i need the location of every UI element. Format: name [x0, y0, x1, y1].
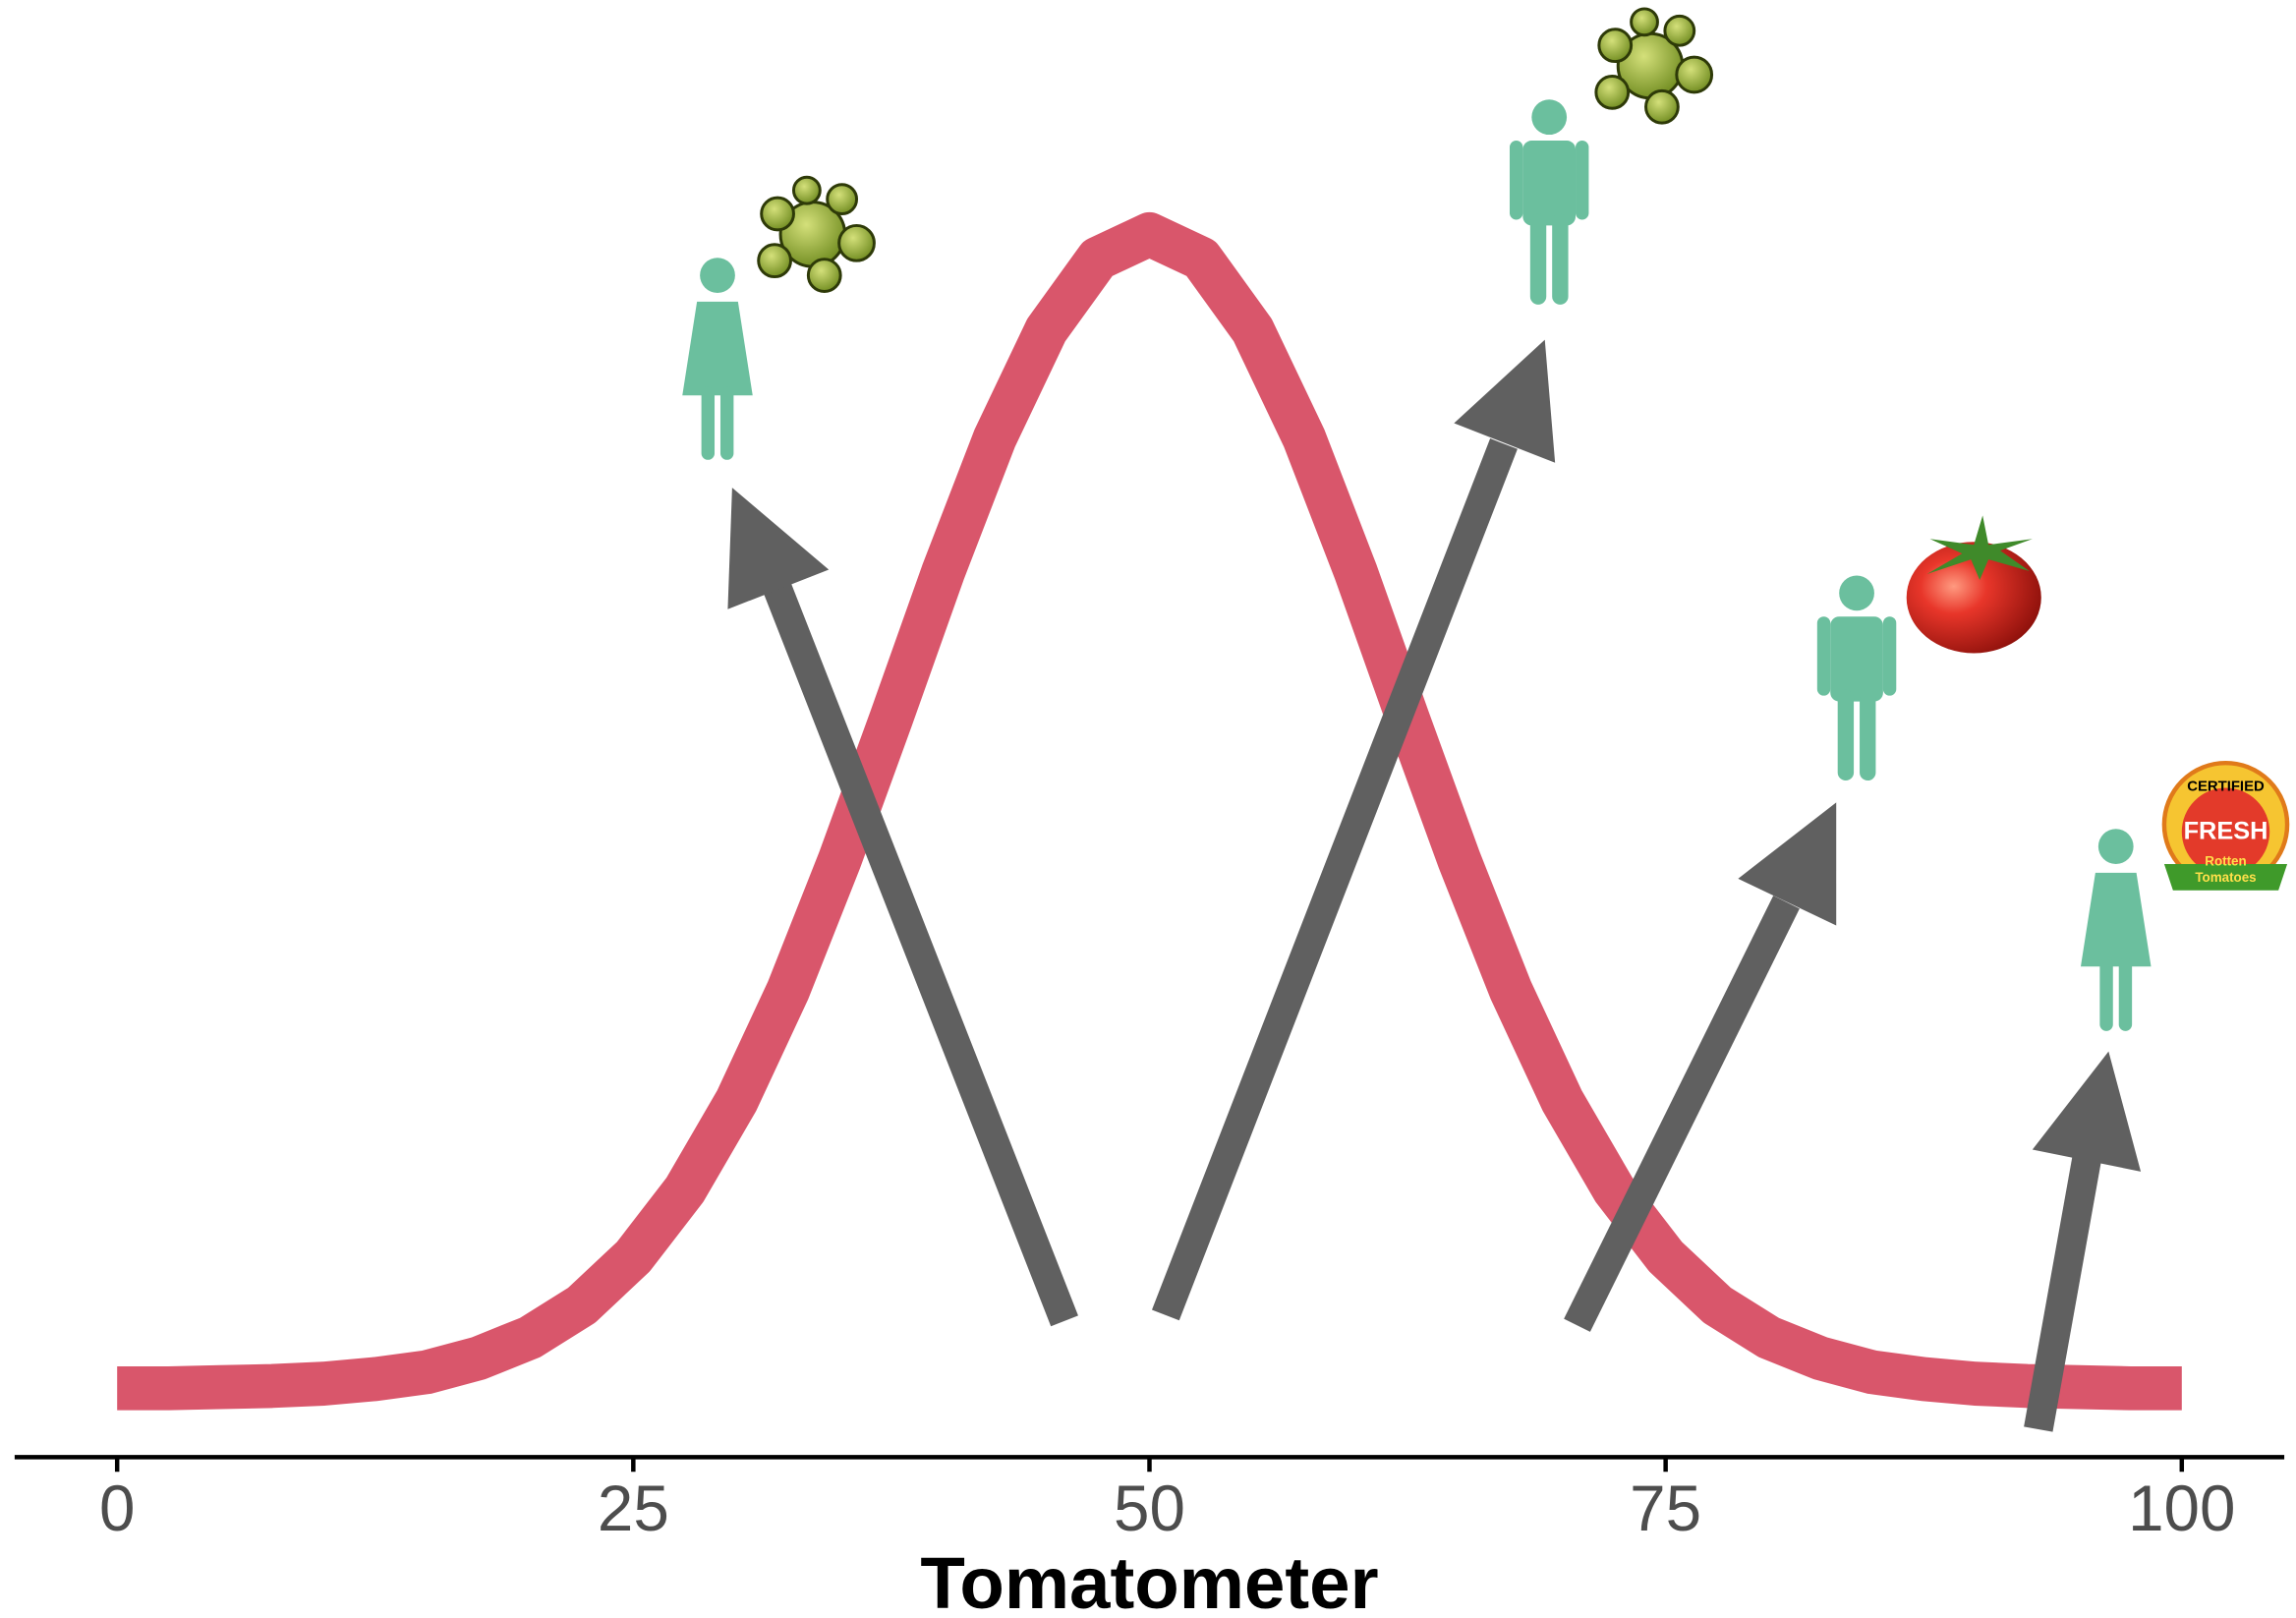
density-curve: [117, 212, 2182, 1411]
x-tick-label: 75: [1630, 1473, 1701, 1544]
badge-text: Tomatoes: [2195, 870, 2256, 885]
x-tick-label: 100: [2128, 1473, 2235, 1544]
tomato-icon: [1906, 515, 2041, 654]
splat-icon: [757, 175, 876, 293]
x-tick-label: 50: [1114, 1473, 1185, 1544]
x-tick-label: 25: [598, 1473, 669, 1544]
badge-text: FRESH: [2184, 818, 2268, 845]
certified-fresh-badge: CERTIFIED FRESH Rotten Tomatoes: [2161, 760, 2290, 891]
arrows: [727, 339, 2142, 1432]
badge-text: CERTIFIED: [2187, 779, 2265, 794]
badge-text: Rotten: [2205, 853, 2246, 868]
woman-icon: [679, 258, 756, 460]
x-tick-label: 0: [99, 1473, 135, 1544]
decorations: CERTIFIED FRESH Rotten Tomatoes: [679, 7, 2290, 1432]
splat-icon: [1594, 7, 1714, 125]
man-icon: [1816, 575, 1897, 781]
x-axis-title: Tomatometer: [920, 1542, 1378, 1618]
woman-icon: [2078, 829, 2154, 1031]
man-icon: [1509, 99, 1589, 305]
